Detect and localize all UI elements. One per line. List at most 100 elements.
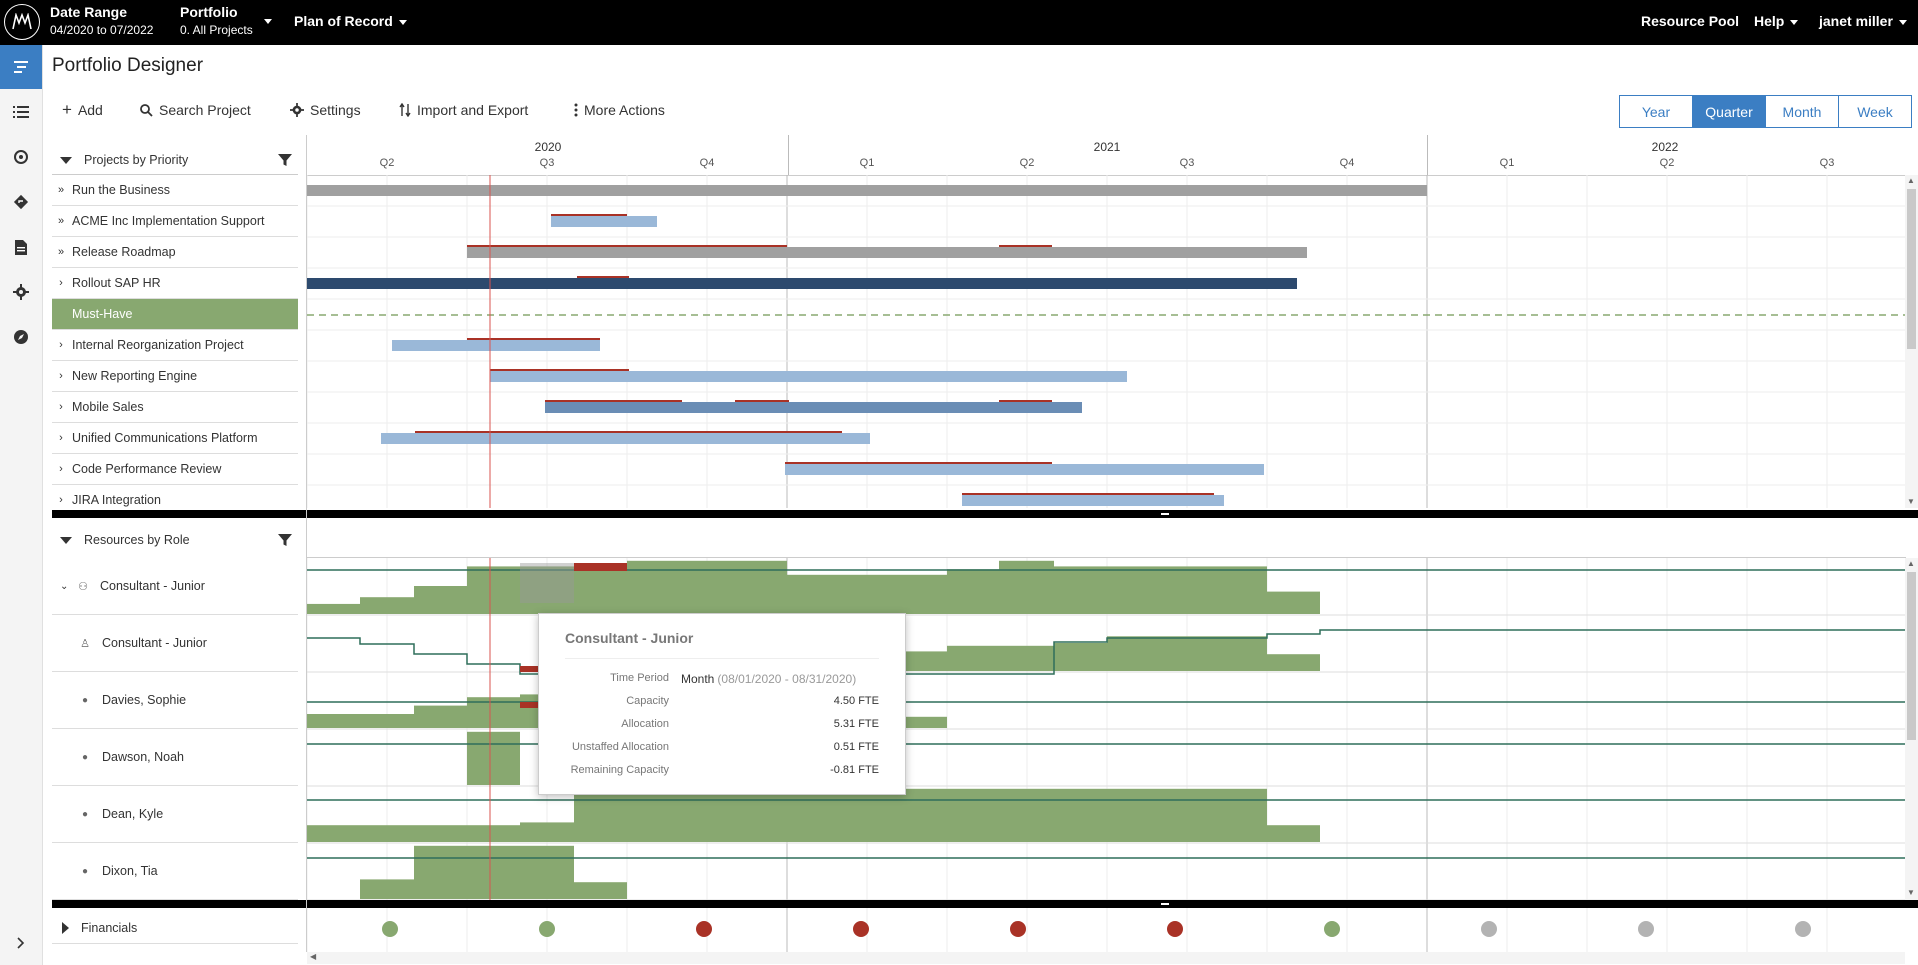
project-row[interactable]: » ACME Inc Implementation Support — [52, 206, 298, 237]
nav-settings[interactable] — [0, 272, 42, 312]
app-logo[interactable] — [4, 4, 40, 40]
quarter-label: Q3 — [1179, 157, 1195, 169]
tooltip-row-unstaffed: Unstaffed Allocation 0.51 FTE — [539, 741, 905, 761]
allocation-bar — [787, 574, 947, 614]
project-row[interactable]: › Mobile Sales — [52, 392, 298, 423]
year-label: 2022 — [1651, 140, 1679, 154]
chevron-right-icon[interactable]: › — [59, 401, 63, 413]
help-menu[interactable]: Help — [1754, 13, 1799, 29]
quarter-label: Q2 — [1019, 157, 1035, 169]
allocation-bar — [1267, 591, 1320, 614]
nav-portfolio[interactable] — [0, 45, 42, 89]
tooltip-key: Unstaffed Allocation — [571, 741, 669, 753]
panel-divider[interactable] — [52, 510, 1918, 518]
chevron-right-icon[interactable]: › — [59, 339, 63, 351]
more-vertical-icon — [574, 103, 578, 117]
nav-roadmap[interactable] — [0, 182, 42, 222]
expand-triangle-icon[interactable] — [62, 922, 69, 934]
settings-button[interactable]: Settings — [290, 102, 361, 118]
horizontal-scrollbar[interactable]: ◀ — [307, 952, 1905, 964]
financials-status-row — [307, 908, 1828, 953]
chevron-right-icon[interactable]: › — [59, 370, 63, 382]
resources-scroll-thumb[interactable] — [1907, 572, 1916, 740]
add-button[interactable]: + Add — [62, 101, 103, 118]
allocation-bar — [894, 716, 947, 728]
scale-week-button[interactable]: Week — [1839, 95, 1912, 128]
panel-divider[interactable] — [52, 900, 1918, 908]
scroll-left-icon[interactable]: ◀ — [310, 952, 317, 961]
project-label: JIRA Integration — [72, 493, 161, 507]
resource-row[interactable]: ● Dixon, Tia — [52, 843, 298, 900]
nav-expand[interactable] — [0, 923, 42, 963]
overallocation-marker — [577, 276, 629, 278]
project-row[interactable]: Must-Have — [52, 299, 298, 330]
resource-row[interactable]: ● Dawson, Noah — [52, 729, 298, 786]
project-row[interactable]: › Code Performance Review — [52, 454, 298, 485]
collapse-triangle-icon[interactable] — [60, 536, 72, 544]
resource-row[interactable]: ● Dean, Kyle — [52, 786, 298, 843]
project-label: Run the Business — [72, 183, 170, 197]
nav-documents[interactable] — [0, 227, 42, 267]
chevron-right-icon[interactable]: › — [59, 463, 63, 475]
project-row[interactable]: » Release Roadmap — [52, 237, 298, 268]
double-chevron-icon[interactable]: » — [57, 246, 65, 258]
chevron-right-icon[interactable]: › — [59, 432, 63, 444]
tooltip-key: Remaining Capacity — [570, 764, 669, 776]
resource-pool-link[interactable]: Resource Pool — [1641, 13, 1740, 29]
user-caret-icon — [1898, 19, 1907, 25]
allocation-bar — [414, 825, 520, 842]
date-range-selector[interactable]: Date Range 04/2020 to 07/2022 — [50, 4, 153, 37]
scroll-up-icon[interactable]: ▲ — [1907, 559, 1915, 568]
chevron-down-icon[interactable]: ⌄ — [60, 580, 69, 592]
allocation-bar — [1107, 636, 1267, 671]
collapse-triangle-icon[interactable] — [60, 156, 72, 164]
quarter-label: Q1 — [859, 157, 875, 169]
help-caret-icon — [1790, 19, 1799, 25]
scale-year-button[interactable]: Year — [1619, 95, 1693, 128]
chevron-right-icon[interactable]: › — [59, 277, 63, 289]
financial-status-dot — [853, 921, 869, 937]
projects-scrollbar[interactable]: ▲ ▼ — [1905, 175, 1918, 508]
project-row[interactable]: › Unified Communications Platform — [52, 423, 298, 454]
filter-icon[interactable] — [278, 153, 292, 167]
resources-scrollbar[interactable]: ▲ ▼ — [1905, 558, 1918, 900]
divider-grip-icon — [1161, 903, 1169, 905]
project-bar — [551, 216, 657, 227]
nav-list[interactable] — [0, 92, 42, 132]
plan-selector[interactable]: Plan of Record — [294, 13, 407, 29]
resource-row[interactable]: ● Davies, Sophie — [52, 672, 298, 729]
scroll-down-icon[interactable]: ▼ — [1907, 497, 1915, 506]
nav-explore[interactable] — [0, 317, 42, 357]
allocation-bar — [414, 845, 574, 899]
financial-status-dot — [382, 921, 398, 937]
double-chevron-icon[interactable]: » — [57, 184, 65, 196]
project-row[interactable]: » Run the Business — [52, 175, 298, 206]
projects-scroll-thumb[interactable] — [1907, 189, 1916, 349]
projects-header-label: Projects by Priority — [84, 153, 189, 167]
double-chevron-icon[interactable]: » — [57, 215, 65, 227]
chevron-right-icon[interactable]: › — [59, 494, 63, 506]
more-actions-button[interactable]: More Actions — [574, 102, 665, 118]
portfolio-caret-icon[interactable] — [264, 19, 272, 24]
scroll-up-icon[interactable]: ▲ — [1907, 176, 1915, 185]
gear-icon — [290, 103, 304, 117]
project-row[interactable]: › New Reporting Engine — [52, 361, 298, 392]
financials-row[interactable]: Financials — [52, 913, 298, 944]
resource-row[interactable]: ⌄ ⚇ Consultant - Junior — [52, 558, 298, 615]
filter-icon[interactable] — [278, 533, 292, 547]
project-row[interactable]: › Rollout SAP HR — [52, 268, 298, 299]
user-menu[interactable]: janet miller — [1819, 13, 1907, 29]
portfolio-selector[interactable]: Portfolio 0. All Projects — [180, 4, 253, 37]
overallocation-marker — [962, 493, 1214, 495]
scale-month-button[interactable]: Month — [1766, 95, 1839, 128]
allocation-bar — [307, 714, 414, 728]
resource-row[interactable]: ♙ Consultant - Junior — [52, 615, 298, 672]
allocation-bar — [947, 645, 1054, 671]
import-export-button[interactable]: Import and Export — [399, 102, 528, 118]
search-project-button[interactable]: Search Project — [140, 102, 251, 118]
scroll-down-icon[interactable]: ▼ — [1907, 888, 1915, 897]
project-row[interactable]: › Internal Reorganization Project — [52, 330, 298, 361]
scale-quarter-button[interactable]: Quarter — [1693, 95, 1766, 128]
nav-target[interactable] — [0, 137, 42, 177]
overallocation-marker — [551, 214, 627, 216]
